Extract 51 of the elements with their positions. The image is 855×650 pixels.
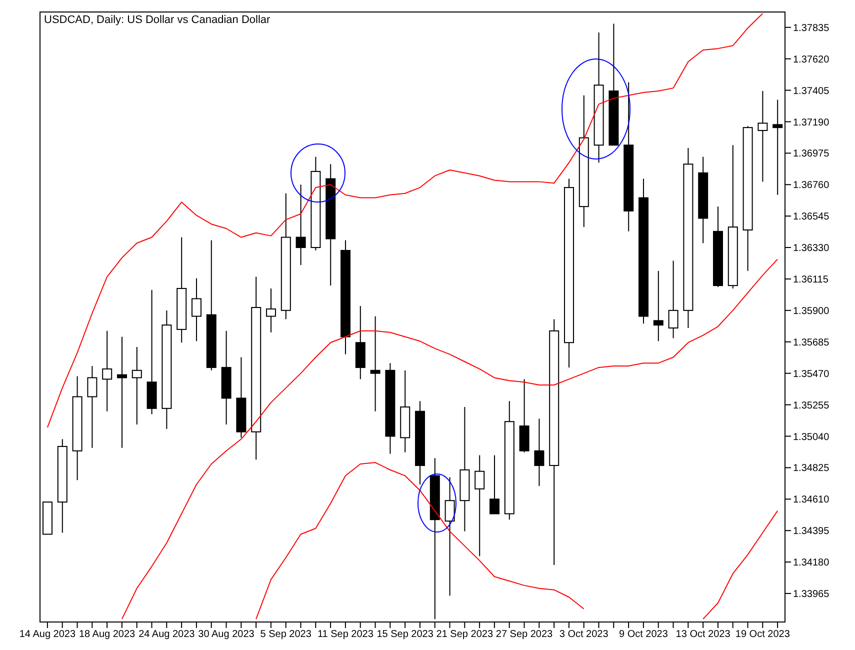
candlestick <box>474 454 485 557</box>
candlestick <box>490 454 500 514</box>
y-tick-label: 1.37835 <box>793 22 830 34</box>
candlestick <box>117 336 127 448</box>
x-tick-label: 21 Sep 2023 <box>436 629 494 640</box>
y-tick-label: 1.36330 <box>793 243 830 254</box>
y-tick-label: 1.33965 <box>793 589 830 600</box>
y-tick-label: 1.36760 <box>793 180 830 192</box>
candlestick <box>102 330 112 412</box>
candlestick <box>772 99 783 196</box>
candlestick <box>370 316 380 412</box>
y-tick-label: 1.35470 <box>793 368 830 380</box>
y-tick-label: 1.37190 <box>793 117 830 128</box>
candlestick <box>192 278 202 342</box>
y-tick-label: 1.36115 <box>793 274 829 286</box>
x-tick-label: 11 Sep 2023 <box>317 629 374 640</box>
y-tick-label: 1.35255 <box>793 400 830 412</box>
x-tick-label: 5 Sep 2023 <box>260 629 312 640</box>
x-tick-label: 3 Oct 2023 <box>559 629 609 640</box>
x-tick-label: 27 Sep 2023 <box>496 629 554 640</box>
y-tick-label: 1.35040 <box>793 432 830 443</box>
x-tick-label: 15 Sep 2023 <box>376 629 434 640</box>
y-tick-label: 1.36975 <box>793 148 830 160</box>
candlestick <box>758 90 768 182</box>
line-series <box>46 12 764 428</box>
x-tick-label: 9 Oct 2023 <box>618 629 668 640</box>
candlestick <box>444 476 455 596</box>
x-tick-label: 24 Aug 2023 <box>138 629 196 640</box>
y-tick-label: 1.36545 <box>793 212 830 223</box>
x-tick-label: 13 Oct 2023 <box>676 629 731 640</box>
x-tick-label: 19 Oct 2023 <box>735 629 790 640</box>
y-tick-label: 1.35900 <box>793 306 830 317</box>
x-tick-label: 14 Aug 2023 <box>19 629 76 640</box>
candlestick <box>296 184 306 266</box>
y-tick-label: 1.34825 <box>793 463 830 474</box>
y-tick-label: 1.34180 <box>793 558 830 569</box>
candlestick <box>87 366 98 448</box>
y-tick-label: 1.35685 <box>793 337 830 348</box>
candlestick <box>653 270 664 342</box>
candlestick <box>132 346 142 426</box>
x-tick-label: 18 Aug 2023 <box>78 629 136 640</box>
y-tick-label: 1.37405 <box>793 86 830 97</box>
y-tick-label: 1.34395 <box>793 526 830 538</box>
candlestick <box>266 288 276 333</box>
candlestick <box>534 418 544 486</box>
y-tick-label: 1.37620 <box>793 54 830 66</box>
chart-title: USDCAD, Daily: US Dollar vs Canadian Dollar <box>44 14 270 26</box>
y-tick-label: 1.34610 <box>793 494 830 506</box>
candlestick <box>668 260 678 339</box>
x-tick-label: 30 Aug 2023 <box>198 629 255 640</box>
line-series <box>121 258 778 620</box>
